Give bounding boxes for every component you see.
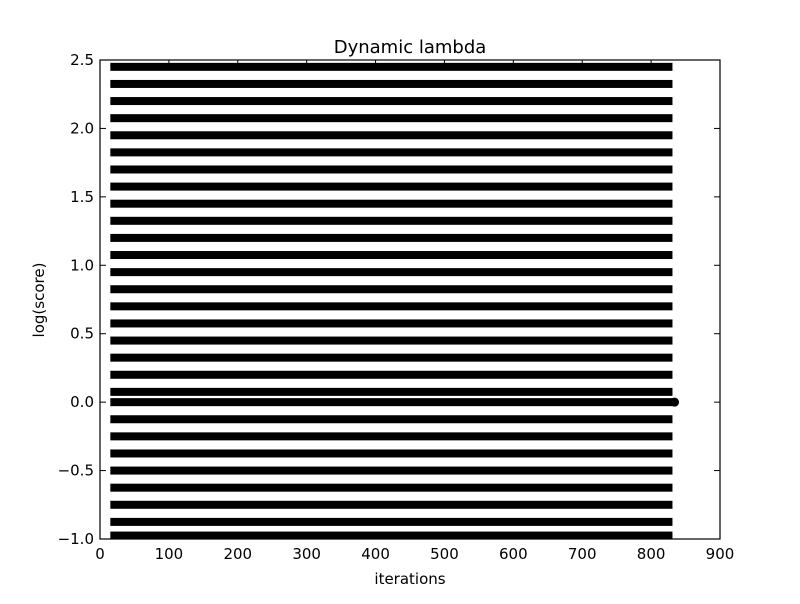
- data-point-row: [110, 62, 673, 71]
- data-point-row: [110, 415, 673, 424]
- data-point-row: [110, 79, 673, 88]
- y-tick-label: −1.0: [58, 530, 94, 548]
- y-tick-label: 1.5: [70, 188, 94, 206]
- data-point-row: [110, 483, 673, 492]
- x-tick-label: 300: [292, 545, 321, 563]
- data-layer: [110, 62, 680, 539]
- data-point-row: [110, 531, 673, 539]
- y-tick-label: −0.5: [58, 462, 94, 480]
- data-point-row: [110, 114, 673, 123]
- data-point-row: [110, 387, 673, 396]
- data-point-row: [110, 216, 673, 225]
- data-point-row: [110, 199, 673, 208]
- data-point-row: [110, 500, 673, 509]
- data-point-row: [110, 319, 673, 328]
- x-tick-label: 500: [430, 545, 459, 563]
- data-point-row: [110, 165, 673, 174]
- plot-frame: [99, 59, 721, 540]
- y-tick-label: 0.0: [70, 393, 94, 411]
- x-tick-label: 0: [95, 545, 105, 563]
- x-tick-label: 900: [706, 545, 735, 563]
- data-point-row: [110, 466, 673, 475]
- end-marker-point: [670, 397, 680, 407]
- x-tick-label: 600: [499, 545, 528, 563]
- y-axis-label: log(score): [30, 263, 48, 338]
- x-axis-label: iterations: [374, 570, 445, 588]
- data-point-row: [110, 449, 673, 458]
- data-point-row: [110, 336, 673, 345]
- x-tick-label: 700: [568, 545, 597, 563]
- data-point-row: [110, 233, 673, 242]
- data-point-row: [110, 517, 673, 526]
- data-point-row: [110, 148, 673, 157]
- data-point-row: [110, 285, 673, 294]
- x-tick-label: 400: [361, 545, 390, 563]
- data-point-row: [110, 251, 673, 260]
- y-tick-label: 1.0: [70, 256, 94, 274]
- y-tick-label: 2.5: [70, 51, 94, 69]
- data-point-row: [110, 302, 673, 311]
- y-tick-label: 2.0: [70, 119, 94, 137]
- data-point-row: [110, 353, 673, 362]
- x-tick-label: 100: [155, 545, 184, 563]
- chart-title: Dynamic lambda: [334, 37, 487, 58]
- data-point-row: [110, 131, 673, 140]
- data-point-row: [110, 398, 673, 407]
- data-point-row: [110, 370, 673, 379]
- data-point-row: [110, 97, 673, 106]
- y-tick-label: 0.5: [70, 325, 94, 343]
- axes-layer: 0 100 200 300 400 500 600 700 800 900 −1.0 −0.5 0.0 0…: [58, 51, 735, 563]
- data-point-row: [110, 432, 673, 441]
- data-point-row: [110, 182, 673, 191]
- x-tick-label: 200: [223, 545, 252, 563]
- data-point-row: [110, 268, 673, 277]
- x-tick-label: 800: [637, 545, 666, 563]
